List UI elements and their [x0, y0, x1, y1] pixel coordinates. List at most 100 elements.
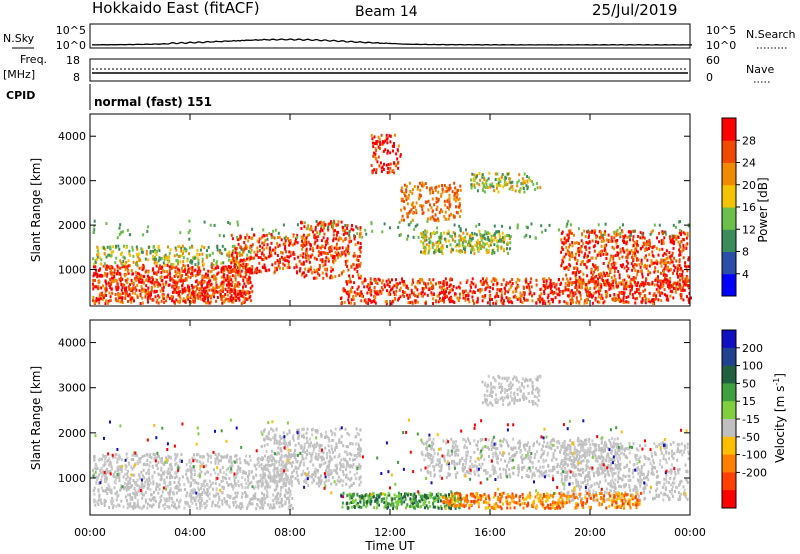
velocity-echo-cell [266, 458, 269, 462]
power-echo-cell [420, 277, 423, 281]
power-echo-cell [182, 256, 185, 260]
power-echo-cell [552, 292, 555, 296]
power-echo-cell [302, 236, 305, 240]
power-echo-cell [361, 280, 364, 284]
power-echo-cell [262, 266, 265, 269]
power-echo-cell [289, 251, 292, 254]
power-echo-cell [595, 274, 598, 278]
velocity-echo-cell [138, 476, 141, 480]
velocity-echo-cell [209, 485, 212, 489]
power-echo-cell [580, 279, 583, 283]
velocity-echo-cell [203, 479, 206, 483]
power-echo-cell [327, 259, 330, 263]
power-echo-cell [194, 289, 197, 293]
power-echo-cell [196, 248, 199, 252]
power-echo-cell [529, 179, 532, 182]
power-echo-cell [292, 252, 295, 256]
velocity-echo-cell [217, 462, 220, 466]
velocity-echo-cell [167, 491, 170, 495]
power-echo-cell [332, 259, 334, 263]
power-echo-cell [631, 268, 634, 272]
power-echo-cell [495, 172, 497, 176]
power-echo-cell [141, 280, 144, 284]
power-echo-cell [666, 278, 669, 282]
power-echo-cell [458, 242, 461, 245]
power-echo-cell [569, 302, 572, 305]
velocity-echo-cell [122, 505, 125, 509]
power-echo-cell [163, 275, 166, 279]
power-echo-cell [440, 250, 443, 254]
power-echo-cell [346, 250, 349, 254]
velocity-echo-cell [218, 505, 221, 509]
power-echo-cell [531, 299, 534, 303]
power-echo-cell [391, 278, 393, 282]
power-echo-cell [159, 276, 162, 280]
power-echo-cell [618, 257, 621, 260]
power-echo-cell [306, 226, 309, 230]
power-echo-cell [580, 244, 583, 248]
power-echo-cell [238, 291, 241, 295]
power-echo-cell [651, 229, 654, 233]
power-echo-cell [338, 253, 341, 257]
power-echo-cell [520, 294, 523, 298]
velocity-echo-cell [202, 455, 205, 459]
power-echo-cell [347, 268, 350, 272]
power-echo-cell [591, 301, 594, 305]
power-echo-cell [244, 259, 247, 263]
power-echo-cell [619, 235, 622, 239]
power-echo-cell [332, 239, 335, 243]
power-echo-cell [230, 278, 233, 282]
power-echo-cell [652, 302, 655, 306]
power-echo-cell [473, 301, 476, 305]
power-echo-cell [571, 241, 574, 244]
power-echo-cell [99, 273, 102, 277]
power-echo-cell [430, 285, 433, 289]
power-echo-cell [411, 201, 414, 205]
power-echo-cell [268, 232, 271, 236]
power-echo-cell [657, 278, 660, 282]
power-echo-cell [464, 236, 467, 240]
power-echo-cell [461, 243, 464, 247]
velocity-echo-cell [98, 493, 101, 497]
power-echo-cell [678, 260, 681, 264]
power-echo-cell [246, 233, 249, 237]
velocity-panel-background [90, 320, 690, 515]
power-echo-cell [578, 253, 581, 257]
power-echo-cell [455, 205, 457, 209]
power-echo-cell [261, 251, 264, 255]
velocity-echo-cell [237, 484, 240, 488]
power-echo-cell [529, 280, 532, 284]
power-echo-cell [320, 227, 323, 231]
power-echo-cell [370, 164, 373, 167]
power-echo-cell [425, 243, 428, 247]
velocity-echo-cell [113, 475, 116, 479]
power-echo-cell [406, 212, 408, 216]
power-echo-cell [441, 244, 444, 248]
power-echo-cell [593, 291, 596, 295]
power-echo-cell [322, 236, 325, 240]
power-echo-cell [433, 250, 436, 254]
velocity-echo-cell [148, 478, 151, 482]
power-echo-cell [566, 233, 569, 237]
power-echo-cell [203, 299, 206, 303]
power-echo-cell [575, 296, 578, 300]
velocity-echo-cell [255, 507, 258, 511]
power-echo-cell [416, 295, 419, 299]
power-echo-cell [434, 213, 437, 217]
power-echo-cell [266, 237, 269, 241]
velocity-echo-cell [208, 486, 211, 490]
power-echo-cell [467, 294, 470, 298]
power-echo-cell [235, 255, 238, 259]
power-echo-cell [663, 280, 666, 284]
power-echo-cell [355, 258, 358, 262]
power-echo-cell [284, 241, 287, 245]
power-echo-cell [413, 185, 416, 189]
power-echo-cell [428, 241, 431, 245]
power-echo-cell [496, 172, 499, 176]
power-echo-cell [182, 281, 184, 285]
power-echo-cell [401, 214, 404, 218]
power-echo-cell [594, 280, 597, 284]
power-echo-cell [539, 288, 542, 292]
power-echo-cell [508, 247, 511, 251]
power-echo-cell [293, 257, 296, 261]
